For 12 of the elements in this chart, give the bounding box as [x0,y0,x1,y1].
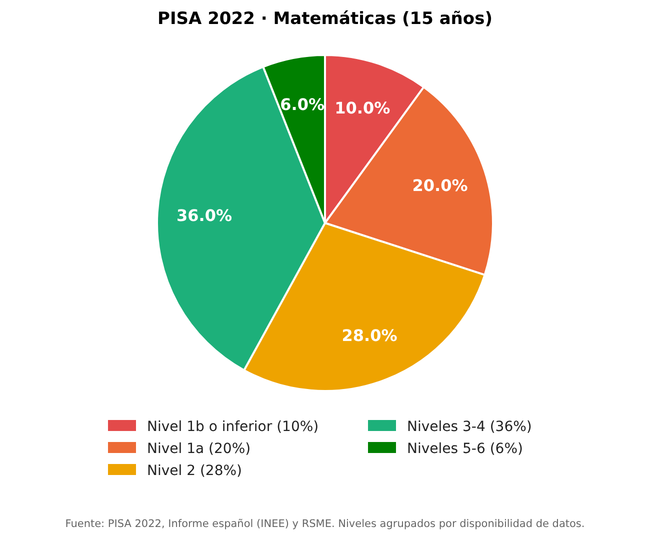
data-label: 20.0% [412,176,468,196]
legend-label: Niveles 3-4 (36%) [407,418,532,435]
data-label: 36.0% [176,206,232,226]
data-label: 6.0% [280,94,325,114]
legend-label: Niveles 5-6 (6%) [407,440,523,457]
data-label: 28.0% [342,326,398,346]
chart-title: PISA 2022 · Matemáticas (15 años) [158,9,492,29]
source-note: Fuente: PISA 2022, Informe español (INEE) y RSME. Niveles agrupados por disponibilidad de datos. [65,518,585,530]
data-label: 10.0% [334,98,390,118]
legend-label: Nivel 1a (20%) [147,440,251,457]
legend-label: Nivel 2 (28%) [147,462,242,479]
legend-label: Nivel 1b o inferior (10%) [147,418,319,435]
